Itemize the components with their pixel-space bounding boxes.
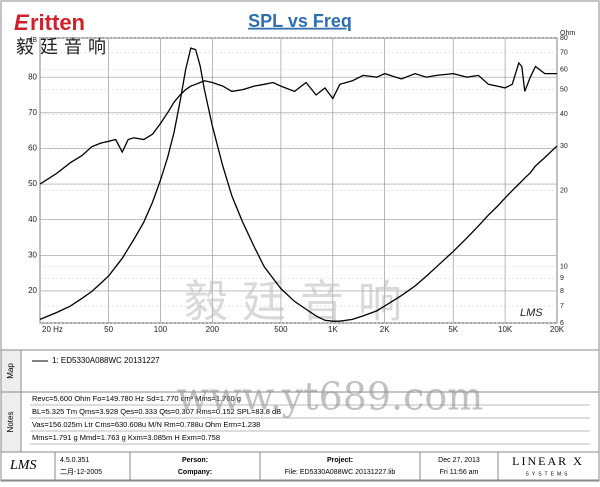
- note-line: Mms=1.791 g Mmd=1.763 g Kxm=3.085m H Exm…: [32, 433, 220, 442]
- y-tick-label: 80: [28, 72, 37, 81]
- chart-title: SPL vs Freq: [248, 11, 352, 31]
- x-tick-label: 500: [274, 325, 288, 334]
- footer-panel: [0, 451, 600, 481]
- y2-tick-label: 50: [560, 87, 568, 94]
- y-tick-label: 20: [28, 286, 37, 295]
- y-tick-label: 60: [28, 144, 37, 153]
- y2-tick-label: 10: [560, 264, 568, 271]
- y2-tick-label: 7: [560, 303, 564, 310]
- footer-file: File: ED5330A088WC 20131227.lib: [285, 469, 396, 476]
- series-line: [39, 61, 557, 185]
- y-tick-label: 70: [28, 108, 37, 117]
- y2-axis-label: Ohm: [560, 30, 575, 37]
- x-tick-label: 5K: [448, 325, 458, 334]
- logo-mark: E: [14, 10, 30, 35]
- y-tick-label: 50: [28, 179, 37, 188]
- logo-brand: ritten: [30, 10, 85, 35]
- y2-tick-label: 60: [560, 66, 568, 73]
- note-line: Revc=5.600 Ohm Fo=149.780 Hz Sd=1.770 cm…: [32, 394, 241, 403]
- footer-person: Person:: [182, 457, 208, 464]
- footer-brand: LINEAR X: [512, 454, 584, 468]
- y2-tick-label: 40: [560, 111, 568, 118]
- note-line: Vas=156.025m Ltr Cms=630.608u M/N Rm=0.7…: [32, 420, 260, 429]
- x-tick-label: 200: [206, 325, 220, 334]
- stamp: LMS: [520, 307, 543, 319]
- y2-tick-label: 6: [560, 320, 564, 327]
- y2-tick-label: 30: [560, 143, 568, 150]
- x-tick-label: 20 Hz: [42, 325, 63, 334]
- footer-brand-sub: SYSTEMS: [526, 471, 571, 477]
- note-line: BL=5.325 Tm Qms=3.928 Qes=0.333 Qts=0.30…: [32, 407, 281, 416]
- x-tick-label: 2K: [380, 325, 390, 334]
- footer-day: Dec 27, 2013: [438, 457, 480, 464]
- footer-project: Project:: [327, 457, 353, 464]
- y2-tick-label: 70: [560, 50, 568, 57]
- footer-company: Company:: [178, 469, 212, 476]
- footer-logo: LMS: [9, 458, 36, 473]
- x-tick-label: 20K: [550, 325, 565, 334]
- footer-dividers: [54, 452, 499, 480]
- x-tick-label: 100: [154, 325, 168, 334]
- plot-area: [39, 37, 558, 324]
- footer-version: 4.5.0.351: [60, 457, 89, 464]
- watermark-url: www.yt689.com: [177, 375, 484, 419]
- y2-tick-label: 8: [560, 288, 564, 295]
- y-axis-label: dB: [28, 37, 37, 44]
- series-line: [39, 47, 558, 322]
- watermark-chinese: 毅廷音响: [184, 277, 416, 328]
- map-entry: 1: ED5330A088WC 20131227: [52, 356, 160, 365]
- footer-time: Fri 11:56 am: [440, 469, 479, 476]
- x-tick-label: 1K: [328, 325, 338, 334]
- x-tick-label: 50: [104, 325, 113, 334]
- logo-chinese: 毅廷音响: [16, 37, 112, 57]
- map-label: Map: [6, 363, 15, 379]
- y2-tick-label: 9: [560, 275, 564, 282]
- y-tick-label: 40: [28, 215, 37, 224]
- y2-tick-label: 20: [560, 187, 568, 194]
- x-tick-label: 10K: [498, 325, 513, 334]
- y-tick-label: 30: [28, 250, 37, 259]
- y2-tick-label: 80: [560, 35, 568, 42]
- notes-rules: [30, 404, 590, 445]
- notes-label: Notes: [6, 412, 15, 433]
- footer-date: 二月-12-2005: [60, 468, 102, 476]
